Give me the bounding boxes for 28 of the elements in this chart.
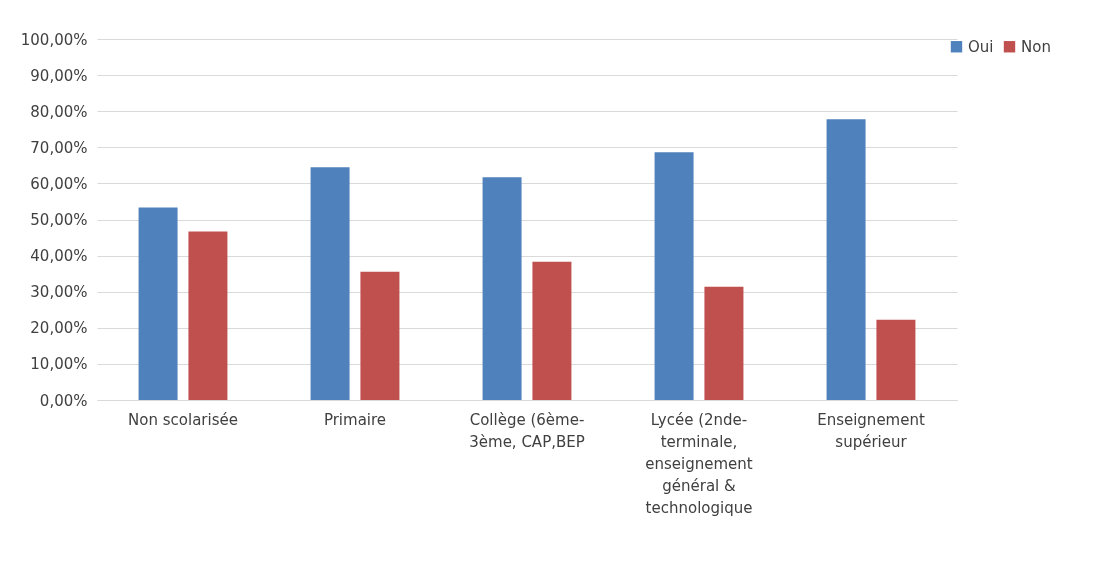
x-tick-label: Lycée (2nde-terminale, enseignement général & technologique bbox=[645, 410, 753, 517]
y-tick-label: 50,00% bbox=[30, 211, 88, 229]
bar bbox=[188, 231, 228, 400]
x-tick-label: Primaire bbox=[323, 410, 387, 429]
bar bbox=[482, 177, 522, 400]
y-tick-label: 60,00% bbox=[30, 174, 88, 193]
bar bbox=[532, 261, 572, 400]
y-tick-label: 40,00% bbox=[30, 247, 88, 266]
y-tick-label: 20,00% bbox=[30, 319, 88, 338]
x-tick-label: Non scolarisée bbox=[128, 410, 238, 429]
y-tick-label: 30,00% bbox=[30, 283, 88, 302]
bar bbox=[826, 119, 866, 400]
x-tick-label: Collège (6ème-3ème, CAP,BEP bbox=[469, 410, 585, 451]
y-tick-label: 90,00% bbox=[30, 66, 88, 85]
y-tick-label: 80,00% bbox=[30, 102, 88, 121]
bar bbox=[704, 286, 744, 400]
bar bbox=[310, 167, 350, 400]
bar bbox=[654, 152, 694, 400]
x-tick-label: Enseignement supérieur bbox=[817, 410, 925, 451]
y-tick-label: 100,00% bbox=[20, 30, 88, 49]
y-tick-label: 70,00% bbox=[30, 138, 88, 157]
bar bbox=[876, 319, 916, 400]
y-tick-label: 10,00% bbox=[30, 355, 88, 374]
legend-label: Oui bbox=[968, 37, 994, 56]
legend-label: Non bbox=[1021, 37, 1051, 56]
bar bbox=[138, 207, 178, 400]
y-tick-label: 0,00% bbox=[39, 391, 88, 410]
bar bbox=[360, 271, 400, 400]
